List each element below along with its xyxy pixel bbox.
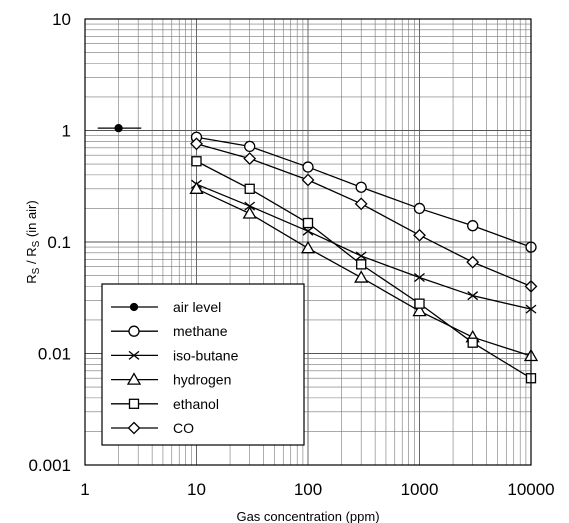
data-point <box>302 217 314 229</box>
series-hydrogen <box>189 181 539 362</box>
y-axis-label-sub2: S <box>31 240 42 247</box>
legend-marker <box>128 325 140 337</box>
legend-item: ethanol <box>111 396 219 412</box>
legend-label: hydrogen <box>173 372 231 388</box>
x-tick-label: 1 <box>80 480 89 499</box>
data-point <box>354 270 369 283</box>
series-layer <box>97 123 539 384</box>
legend-label: methane <box>173 323 228 339</box>
y-axis-label-tail: (in air) <box>24 200 39 240</box>
y-axis-label: RS / RS (in air) <box>24 200 42 283</box>
series-air-level <box>97 123 142 133</box>
data-point <box>300 240 316 254</box>
data-point <box>301 173 315 187</box>
data-point <box>467 291 479 301</box>
x-tick-labels: 1 10 100 1000 10000 <box>80 480 554 499</box>
legend-item: iso-butane <box>111 347 239 363</box>
y-tick-label: 1 <box>62 122 71 141</box>
legend-item: air level <box>111 299 221 315</box>
series-methane <box>190 131 537 253</box>
data-point <box>114 123 123 133</box>
y-axis-label-sub1: S <box>31 267 42 274</box>
y-tick-labels: 0.001 0.01 0.1 1 10 <box>28 10 71 475</box>
data-point <box>190 137 203 151</box>
x-tick-label: 10 <box>187 480 206 499</box>
legend-label: iso-butane <box>173 347 239 363</box>
data-point <box>243 152 257 165</box>
legend-item: methane <box>111 323 228 339</box>
data-point <box>354 197 368 211</box>
data-point <box>355 181 367 193</box>
data-point <box>244 183 255 194</box>
legend-marker <box>129 302 139 312</box>
data-point <box>244 201 256 211</box>
y-tick-label: 0.01 <box>38 345 71 364</box>
legend-marker <box>127 421 141 435</box>
data-point <box>413 202 426 215</box>
data-point <box>466 255 480 269</box>
legend-marker <box>128 398 140 409</box>
y-tick-label: 10 <box>52 10 71 29</box>
data-point <box>356 259 367 270</box>
legend-box <box>101 283 305 446</box>
data-point <box>355 251 367 261</box>
legend-marker <box>126 372 142 385</box>
data-point <box>191 156 202 167</box>
data-point <box>244 140 256 153</box>
series-co <box>190 137 538 293</box>
data-point <box>414 273 425 283</box>
data-point <box>412 303 427 317</box>
data-point <box>414 298 425 309</box>
data-point <box>467 337 478 348</box>
y-axis-label-r1: R <box>24 274 39 283</box>
data-point <box>242 206 257 219</box>
x-tick-label: 10000 <box>507 480 554 499</box>
y-tick-label: 0.1 <box>47 233 71 252</box>
y-axis-label-mid: / R <box>24 247 39 267</box>
x-tick-label: 100 <box>294 480 322 499</box>
y-tick-label: 0.001 <box>28 456 71 475</box>
legend-marker <box>128 350 140 360</box>
legend-label: air level <box>173 299 221 315</box>
legend-label: ethanol <box>173 396 219 412</box>
data-point <box>413 228 426 242</box>
data-point <box>189 181 204 194</box>
x-tick-label: 1000 <box>401 480 439 499</box>
legend: air level methane iso-butane hydrogen ethano… <box>101 283 305 446</box>
x-axis-label: Gas concentration (ppm) <box>236 509 379 523</box>
data-point <box>302 226 314 236</box>
data-point <box>302 161 314 173</box>
legend-label: CO <box>173 420 194 436</box>
legend-item: hydrogen <box>111 372 231 388</box>
data-point <box>467 220 479 232</box>
plot-frame <box>84 18 532 466</box>
legend-item: CO <box>111 420 194 436</box>
